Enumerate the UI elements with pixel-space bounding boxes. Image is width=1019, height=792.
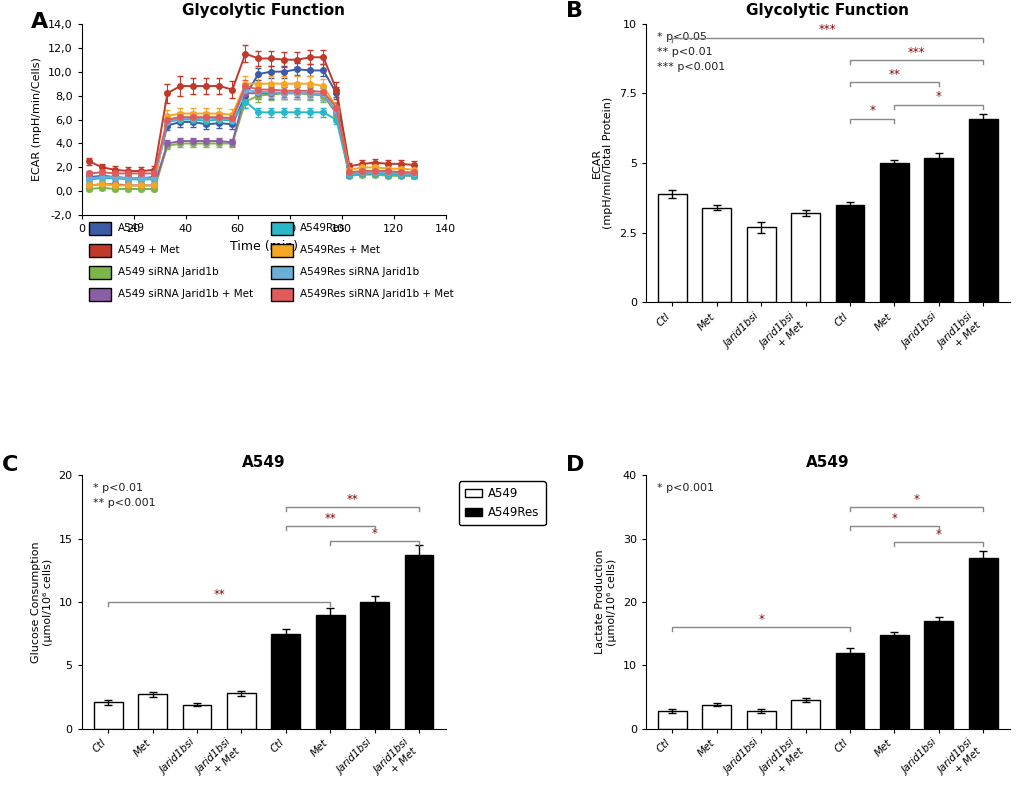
Bar — [271, 634, 300, 729]
FancyBboxPatch shape — [89, 223, 111, 235]
Y-axis label: ECAR
(mpH/min/Total Protein): ECAR (mpH/min/Total Protein) — [591, 97, 612, 229]
Bar — [835, 653, 863, 729]
Text: A549Res siRNA Jarid1b + Met: A549Res siRNA Jarid1b + Met — [300, 289, 453, 299]
FancyBboxPatch shape — [271, 287, 292, 301]
Bar — [702, 208, 731, 303]
Bar — [657, 711, 686, 729]
Text: * p<0.001: * p<0.001 — [656, 483, 713, 493]
FancyBboxPatch shape — [271, 223, 292, 235]
Bar — [94, 702, 122, 729]
Bar — [968, 119, 997, 303]
Text: *: * — [934, 90, 941, 103]
Bar — [879, 635, 908, 729]
Bar — [879, 163, 908, 303]
Title: Glycolytic Function: Glycolytic Function — [182, 3, 344, 18]
Text: * p<0.05
** p<0.01
*** p<0.001: * p<0.05 ** p<0.01 *** p<0.001 — [656, 32, 725, 72]
Text: D: D — [566, 455, 584, 475]
Y-axis label: ECAR (mpH/min/Cells): ECAR (mpH/min/Cells) — [33, 58, 43, 181]
Bar — [702, 705, 731, 729]
Text: A549 + Met: A549 + Met — [118, 246, 179, 255]
Text: *: * — [371, 527, 377, 540]
Title: A549
Glycolytic Function: A549 Glycolytic Function — [746, 0, 908, 18]
FancyBboxPatch shape — [89, 266, 111, 279]
Bar — [923, 621, 953, 729]
Text: *: * — [934, 527, 941, 541]
Bar — [791, 700, 819, 729]
Legend: A549, A549Res: A549, A549Res — [459, 482, 545, 525]
Bar — [405, 555, 433, 729]
Text: A549 siRNA Jarid1b + Met: A549 siRNA Jarid1b + Met — [118, 289, 253, 299]
Text: C: C — [1, 455, 18, 475]
Text: A549Res: A549Res — [300, 223, 345, 234]
Text: A549: A549 — [118, 223, 145, 234]
Text: A549 siRNA Jarid1b: A549 siRNA Jarid1b — [118, 267, 218, 277]
Y-axis label: Lactate Production
(μmol/10⁶ cells): Lactate Production (μmol/10⁶ cells) — [595, 550, 616, 654]
Text: B: B — [566, 2, 582, 21]
Bar — [182, 705, 211, 729]
Bar — [657, 194, 686, 303]
Text: *: * — [891, 512, 897, 525]
Bar — [923, 158, 953, 303]
Bar — [968, 558, 997, 729]
Text: A549Res siRNA Jarid1b: A549Res siRNA Jarid1b — [300, 267, 419, 277]
Text: *: * — [913, 493, 918, 506]
Bar — [746, 227, 774, 303]
Bar — [746, 711, 774, 729]
Text: ***: *** — [818, 23, 836, 36]
Bar — [316, 615, 344, 729]
Bar — [138, 695, 167, 729]
Text: **: ** — [888, 68, 900, 81]
FancyBboxPatch shape — [89, 244, 111, 257]
Y-axis label: Glucose Consumption
(μmol/10⁶ cells): Glucose Consumption (μmol/10⁶ cells) — [32, 541, 53, 663]
Bar — [360, 602, 388, 729]
Text: A: A — [31, 12, 48, 32]
Text: A549Res + Met: A549Res + Met — [300, 246, 380, 255]
Bar — [791, 213, 819, 303]
Bar — [227, 693, 256, 729]
Text: *: * — [868, 104, 874, 117]
FancyBboxPatch shape — [271, 266, 292, 279]
Text: * p<0.01
** p<0.001: * p<0.01 ** p<0.001 — [93, 483, 155, 508]
Text: **: ** — [213, 588, 225, 600]
FancyBboxPatch shape — [271, 244, 292, 257]
Text: **: ** — [324, 512, 335, 525]
X-axis label: Time (min): Time (min) — [229, 240, 298, 253]
FancyBboxPatch shape — [89, 287, 111, 301]
Text: **: ** — [346, 493, 358, 506]
Title: A549: A549 — [805, 455, 849, 470]
Text: ***: *** — [907, 46, 924, 59]
Text: *: * — [757, 613, 763, 626]
Title: A549: A549 — [242, 455, 285, 470]
Bar — [835, 205, 863, 303]
